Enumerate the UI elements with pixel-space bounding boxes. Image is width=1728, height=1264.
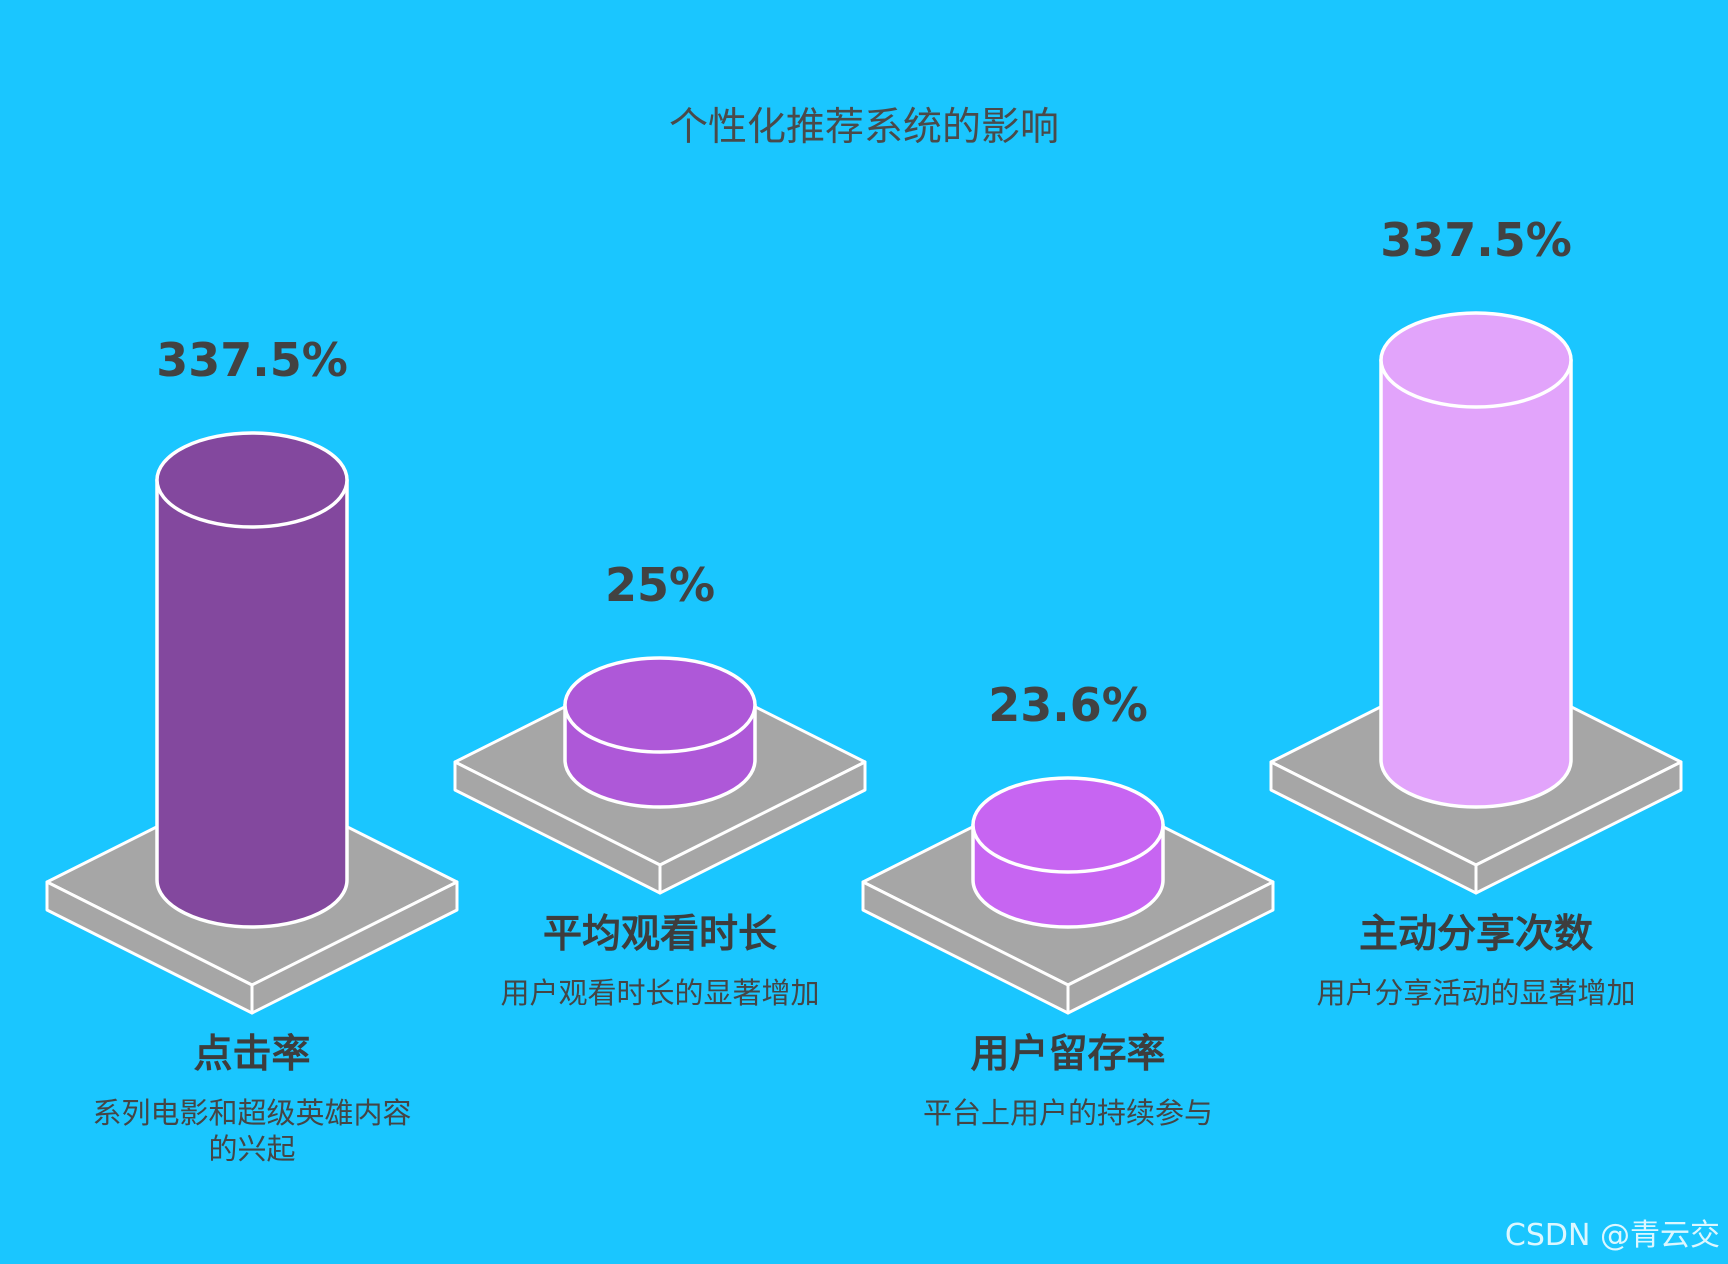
watermark: CSDN @青云交	[1504, 1218, 1720, 1253]
bar-cylinder-top	[563, 656, 757, 754]
category-description: 平台上用户的持续参与	[922, 1096, 1213, 1130]
category-label: 用户留存率	[970, 1032, 1166, 1077]
value-label: 337.5%	[1380, 213, 1572, 267]
platform-right-side	[250, 880, 459, 1015]
category-description: 用户观看时长的显著增加	[500, 976, 820, 1010]
platform-right-side	[1474, 760, 1683, 895]
bar-cylinder-top	[155, 431, 349, 529]
category-label: 点击率	[193, 1032, 311, 1077]
category-description: 用户分享活动的显著增加	[1316, 976, 1636, 1010]
platform-right-side	[1066, 880, 1275, 1015]
bar-cylinder	[155, 478, 349, 929]
value-label: 23.6%	[988, 678, 1148, 732]
chart-title: 个性化推荐系统的影响	[668, 105, 1059, 150]
category-label: 平均观看时长	[542, 912, 778, 957]
bar-cylinder-top	[971, 776, 1165, 874]
platform-right-side	[658, 760, 867, 895]
category-description: 系列电影和超级英雄内容的兴起	[92, 1096, 412, 1166]
bar-cylinder	[1379, 358, 1573, 809]
bar-cylinder-top	[1379, 311, 1573, 409]
category-label: 主动分享次数	[1358, 912, 1594, 957]
value-label: 337.5%	[156, 333, 348, 387]
value-label: 25%	[604, 558, 716, 612]
